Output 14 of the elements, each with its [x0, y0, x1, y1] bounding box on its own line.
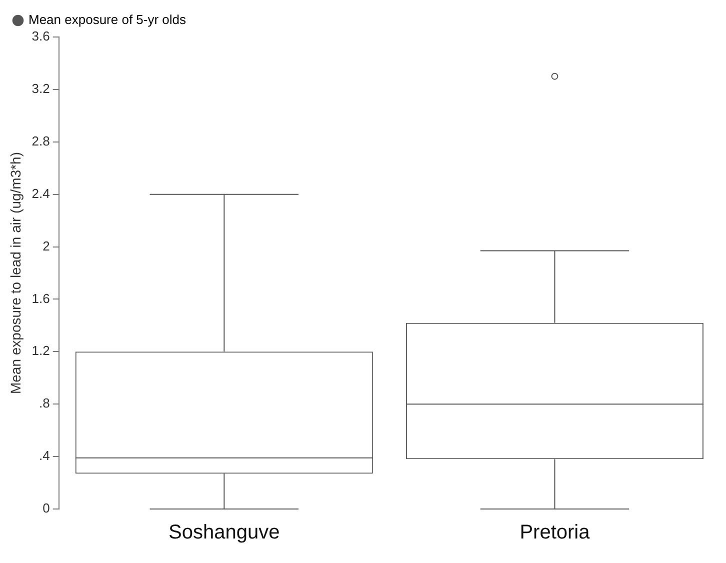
- y-tick-label: 3.2: [32, 81, 50, 96]
- legend-label: Mean exposure of 5-yr olds: [28, 12, 187, 28]
- y-tick-label: .4: [39, 448, 50, 464]
- y-tick-label: 2.4: [32, 186, 50, 201]
- y-tick-label: .8: [39, 396, 50, 411]
- y-tick-label: 2: [42, 238, 50, 254]
- y-tick-label: 2.8: [32, 133, 50, 148]
- y-tick-label: 1.2: [32, 343, 50, 358]
- y-tick-label: 0: [42, 500, 50, 516]
- y-axis-title: Mean exposure to lead in air (ug/m3*h): [7, 152, 24, 394]
- y-tick-label: 3.6: [32, 28, 50, 44]
- x-tick-label: Pretoria: [520, 522, 591, 544]
- y-tick-label: 1.6: [32, 290, 50, 306]
- x-tick-label: Soshanguve: [168, 522, 280, 544]
